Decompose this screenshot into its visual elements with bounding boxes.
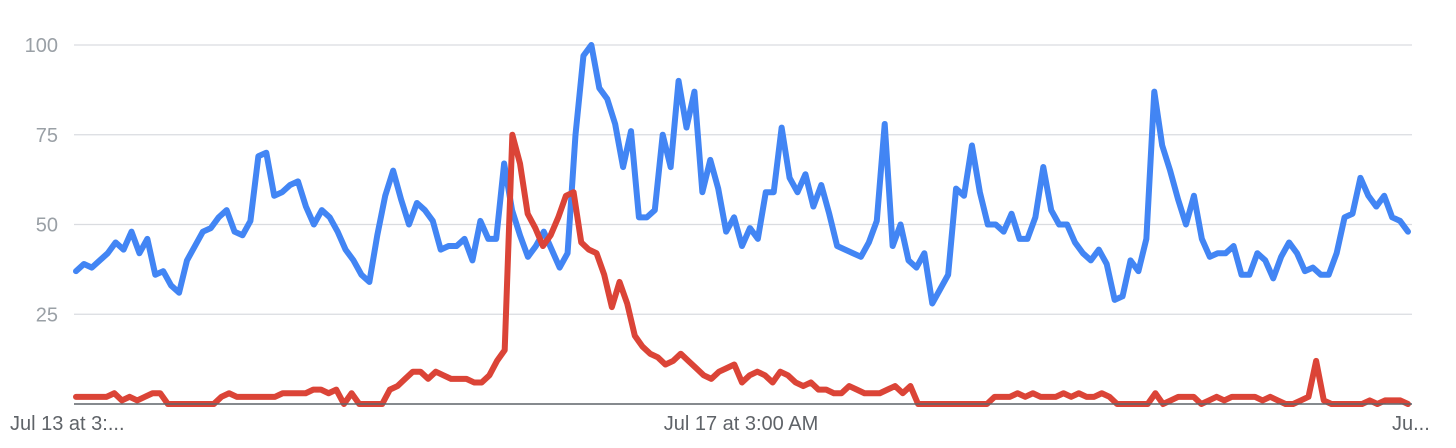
x-axis-ticks: Jul 13 at 3:... Jul 17 at 3:00 AM Ju... bbox=[10, 413, 1430, 435]
y-axis-ticks: 25 50 75 100 bbox=[25, 35, 58, 326]
gridlines bbox=[74, 44, 1412, 315]
series-line-1 bbox=[73, 42, 1411, 307]
series-lines bbox=[73, 42, 1411, 407]
x-tick-label-start: Jul 13 at 3:... bbox=[10, 413, 125, 435]
x-tick-label-end: Ju... bbox=[1392, 413, 1430, 435]
series-line-2 bbox=[73, 131, 1411, 407]
x-tick-label-middle: Jul 17 at 3:00 AM bbox=[664, 413, 819, 435]
y-tick-label-75: 75 bbox=[36, 125, 58, 147]
y-tick-label-25: 25 bbox=[36, 304, 58, 326]
y-tick-label-100: 100 bbox=[25, 35, 58, 57]
y-tick-label-50: 50 bbox=[36, 215, 58, 237]
